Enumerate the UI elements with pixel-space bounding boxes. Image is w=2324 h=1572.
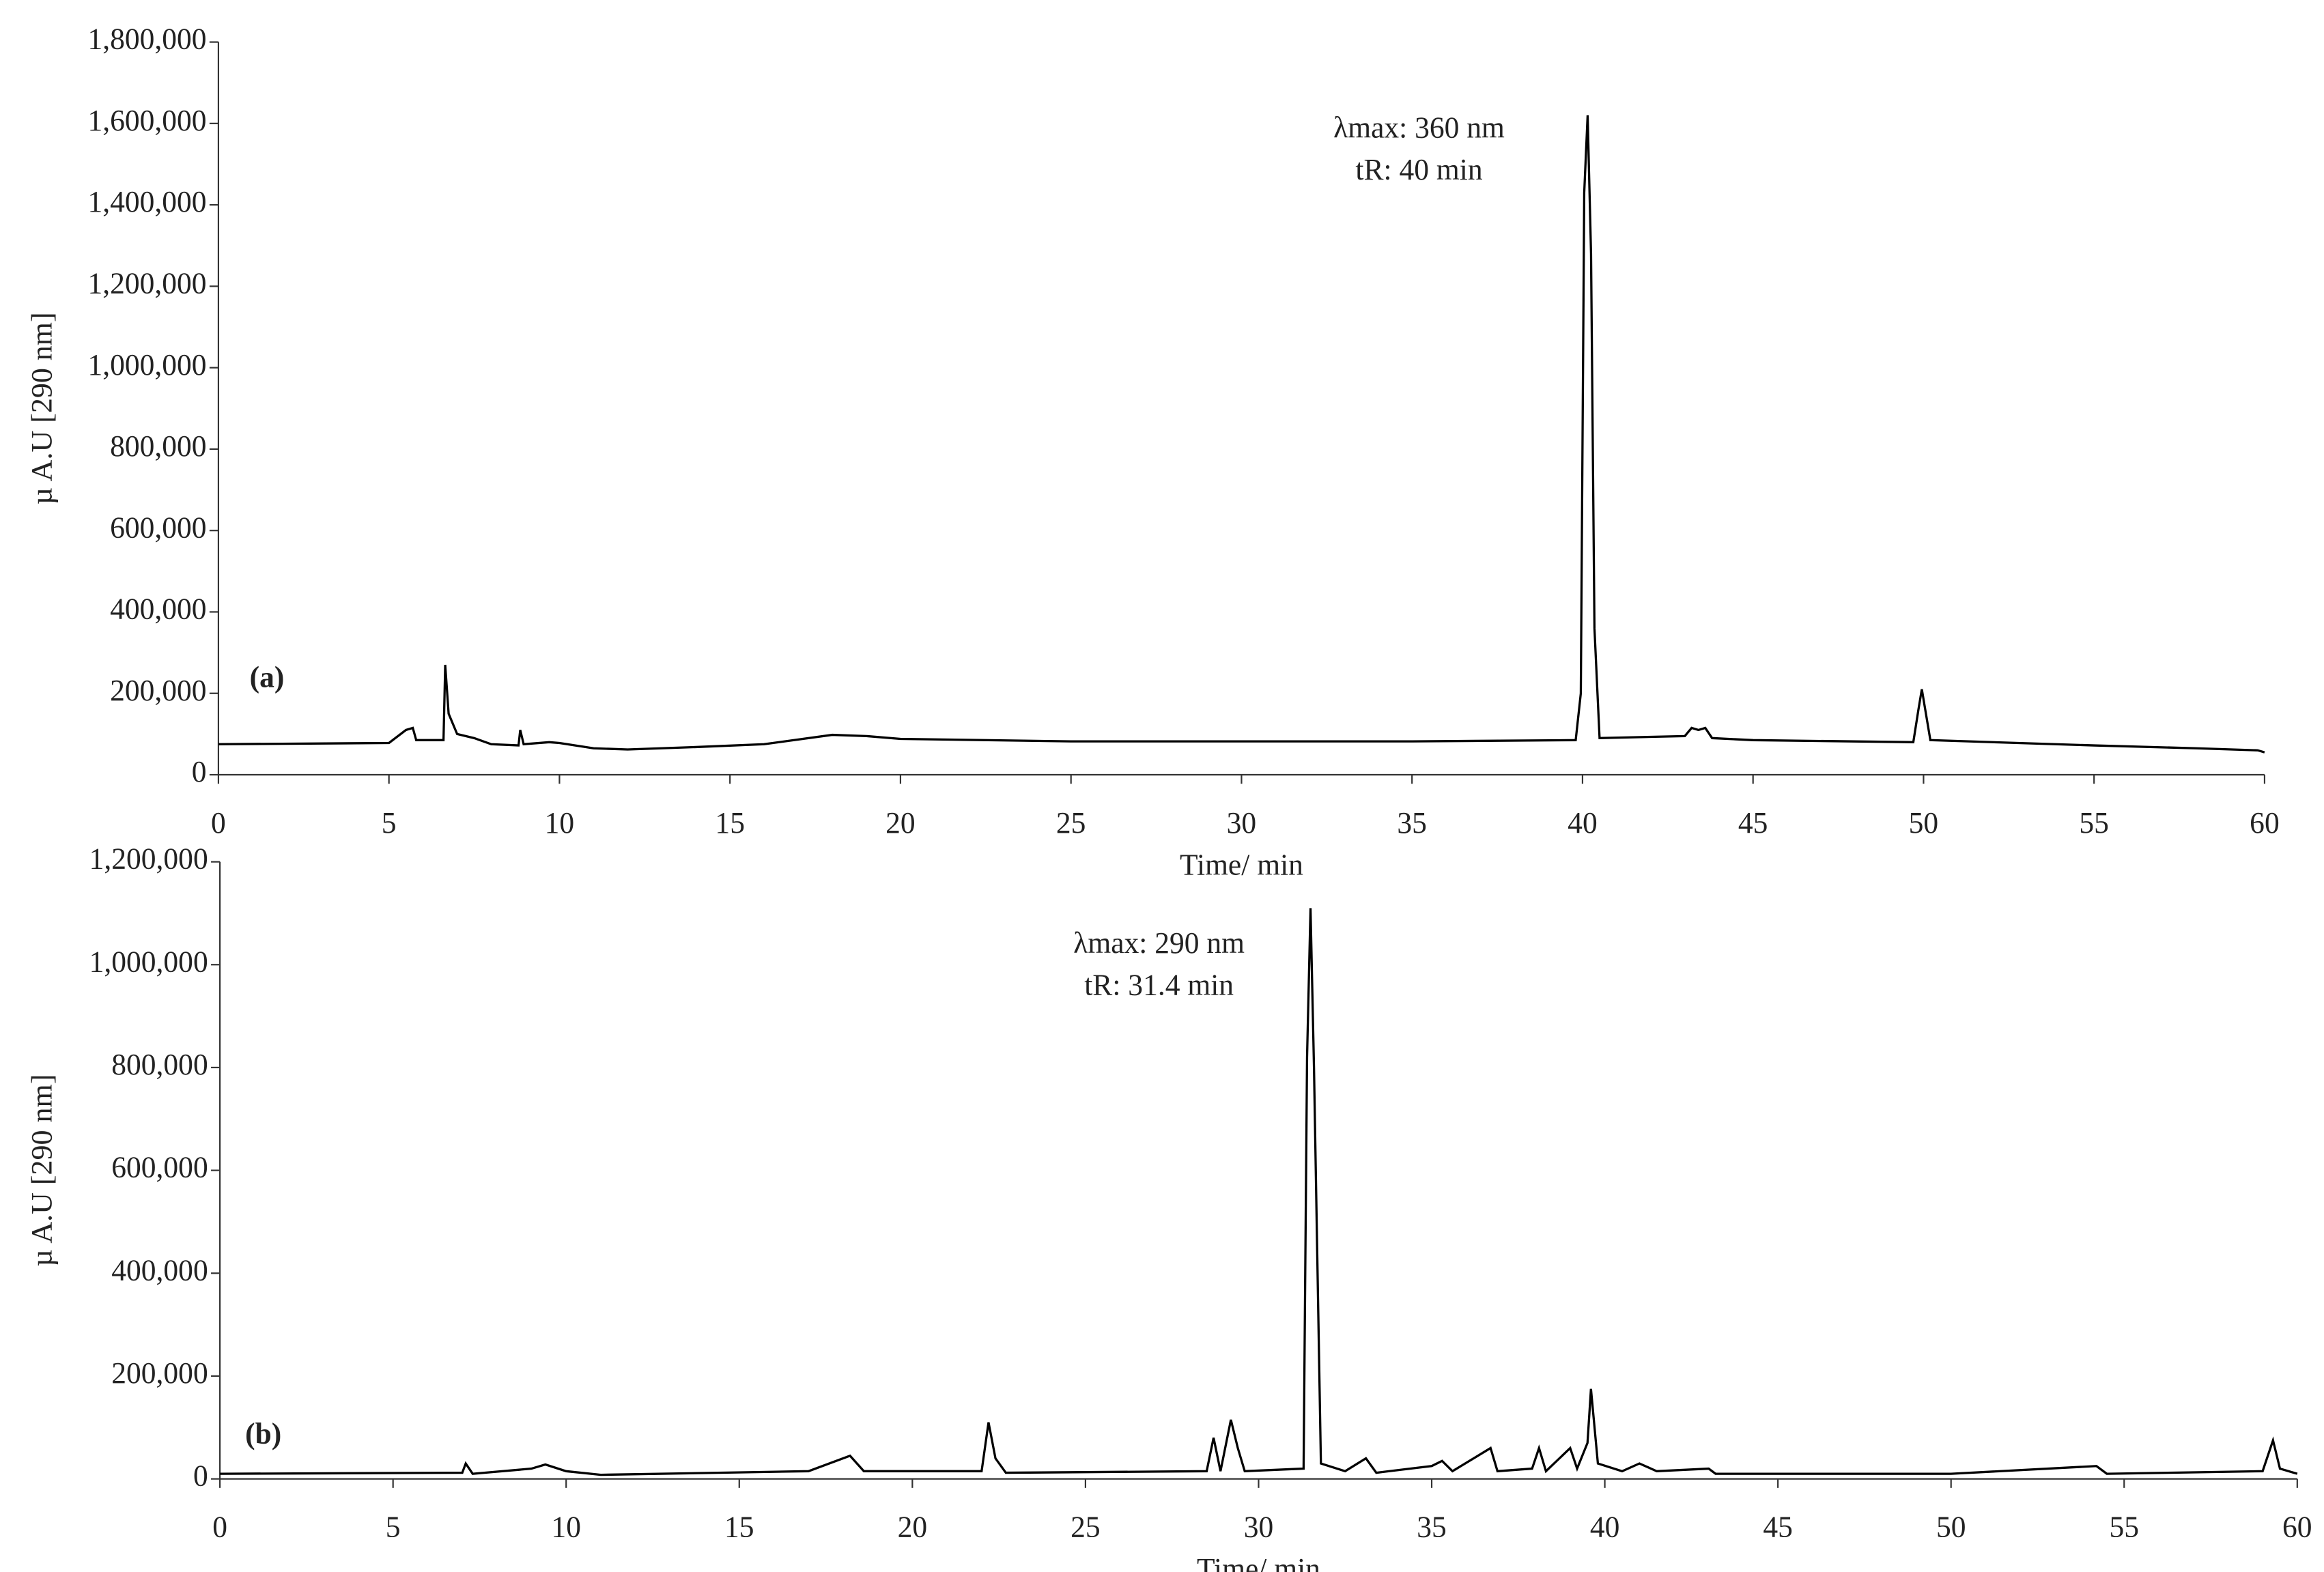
y-tick-label: 1,000,000 [89, 945, 208, 978]
x-tick-label: 30 [1227, 807, 1257, 840]
x-tick-label: 50 [1936, 1511, 1966, 1543]
x-tick-label: 5 [386, 1511, 401, 1543]
y-tick-label: 1,200,000 [89, 842, 208, 875]
y-tick-label: 800,000 [110, 430, 206, 463]
y-axis-label: µ A.U [290 nm] [25, 312, 58, 504]
x-tick-label: 45 [1763, 1511, 1793, 1543]
x-axis-label: Time/ min [1180, 848, 1303, 881]
y-tick-label: 1,400,000 [87, 186, 206, 218]
y-tick-label: 600,000 [111, 1152, 208, 1184]
annotation: λmax: 360 nm [1333, 111, 1505, 144]
y-tick-label: 200,000 [111, 1357, 208, 1390]
panel-label: (a) [250, 661, 285, 694]
y-tick-label: 200,000 [110, 674, 206, 707]
x-tick-label: 40 [1568, 807, 1598, 840]
x-tick-label: 40 [1590, 1511, 1620, 1543]
x-tick-label: 0 [211, 807, 226, 840]
chromatogram-line [220, 908, 2298, 1476]
y-tick-label: 1,800,000 [87, 23, 206, 55]
x-tick-label: 10 [551, 1511, 581, 1543]
x-tick-label: 15 [724, 1511, 754, 1543]
y-tick-label: 400,000 [111, 1254, 208, 1287]
annotation: tR: 40 min [1355, 154, 1482, 186]
y-tick-label: 1,000,000 [87, 349, 206, 382]
x-tick-label: 25 [1071, 1511, 1101, 1543]
x-tick-label: 10 [545, 807, 575, 840]
y-axis-label: µ A.U [290 nm] [25, 1074, 58, 1267]
x-tick-label: 55 [2110, 1511, 2140, 1543]
x-tick-label: 60 [2250, 807, 2280, 840]
x-tick-label: 15 [715, 807, 745, 840]
chromatogram-line [218, 115, 2265, 754]
y-tick-label: 400,000 [110, 592, 206, 625]
panel-label: (b) [245, 1418, 281, 1450]
x-tick-label: 60 [2282, 1511, 2312, 1543]
x-tick-label: 25 [1056, 807, 1086, 840]
y-tick-label: 1,600,000 [87, 104, 206, 137]
y-tick-label: 0 [192, 756, 207, 788]
x-tick-label: 30 [1244, 1511, 1274, 1543]
y-tick-label: 1,200,000 [87, 267, 206, 300]
x-tick-label: 35 [1417, 1511, 1447, 1543]
x-tick-label: 20 [898, 1511, 928, 1543]
y-tick-label: 600,000 [110, 511, 206, 544]
x-tick-label: 0 [212, 1511, 227, 1543]
x-axis-label: Time/ min [1197, 1553, 1320, 1572]
annotation: tR: 31.4 min [1084, 969, 1234, 1001]
x-tick-label: 45 [1738, 807, 1768, 840]
x-tick-label: 35 [1397, 807, 1427, 840]
x-tick-label: 55 [2079, 807, 2109, 840]
x-tick-label: 20 [885, 807, 916, 840]
x-tick-label: 50 [1909, 807, 1939, 840]
y-tick-label: 800,000 [111, 1048, 208, 1081]
y-tick-label: 0 [193, 1460, 208, 1493]
x-tick-label: 5 [382, 807, 397, 840]
annotation: λmax: 290 nm [1073, 927, 1245, 960]
